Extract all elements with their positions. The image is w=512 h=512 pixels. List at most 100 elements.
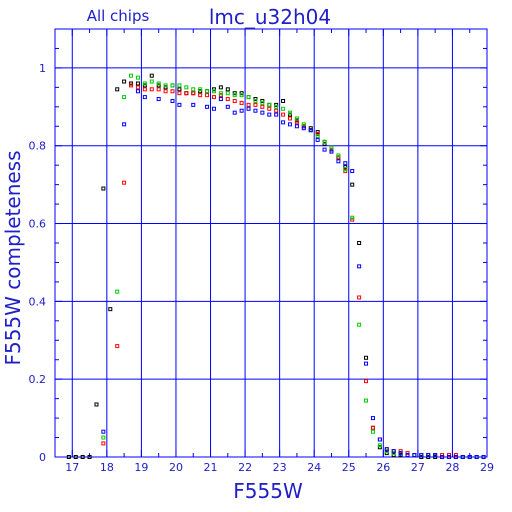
data-point xyxy=(467,455,472,459)
y-tick-label: 0.2 xyxy=(29,373,47,386)
data-point xyxy=(343,161,348,166)
data-point xyxy=(170,83,175,88)
data-point xyxy=(405,453,410,458)
data-point xyxy=(357,295,362,300)
data-point xyxy=(419,453,424,458)
data-point xyxy=(446,455,451,459)
data-point xyxy=(426,453,431,458)
data-point xyxy=(315,134,320,138)
data-point xyxy=(170,98,175,103)
data-point xyxy=(329,149,334,154)
data-point xyxy=(122,180,127,185)
data-point xyxy=(232,98,237,103)
data-point xyxy=(370,425,375,430)
data-point xyxy=(218,91,223,96)
chart-title: lmc_u32h04 xyxy=(209,5,331,29)
data-point xyxy=(205,89,210,94)
data-point xyxy=(267,102,272,107)
data-point xyxy=(129,83,134,88)
data-point xyxy=(370,429,375,434)
data-point xyxy=(177,83,182,88)
data-point xyxy=(239,108,244,113)
data-point xyxy=(163,89,168,94)
data-point xyxy=(101,441,106,446)
data-point xyxy=(170,89,175,94)
data-point xyxy=(267,106,272,111)
data-point xyxy=(336,159,341,164)
data-point xyxy=(294,120,299,125)
data-point xyxy=(370,416,375,421)
data-point xyxy=(101,429,106,434)
y-tick-label: 1 xyxy=(39,62,46,75)
data-point xyxy=(122,122,127,127)
data-point xyxy=(239,93,244,98)
data-point xyxy=(225,87,230,92)
data-point xyxy=(122,95,127,100)
data-point xyxy=(156,97,161,102)
data-point xyxy=(377,437,382,442)
data-point xyxy=(191,87,196,92)
data-point xyxy=(218,97,223,102)
data-point xyxy=(384,447,389,452)
data-point xyxy=(239,100,244,105)
data-point xyxy=(211,106,216,111)
chart-subtitle: All chips xyxy=(87,7,150,25)
data-point xyxy=(211,89,216,94)
data-point xyxy=(281,98,286,103)
data-point xyxy=(343,167,348,172)
data-point xyxy=(274,112,279,117)
x-tick-label: 21 xyxy=(204,461,218,474)
data-point xyxy=(205,93,210,98)
data-point xyxy=(453,455,458,459)
data-point xyxy=(177,102,182,107)
x-tick-label: 27 xyxy=(411,461,425,474)
data-point xyxy=(253,108,258,113)
y-tick-label: 0.6 xyxy=(29,218,47,231)
data-point xyxy=(163,83,168,88)
grid-lines xyxy=(55,29,488,458)
data-point xyxy=(267,112,272,117)
data-point xyxy=(364,379,369,384)
data-point xyxy=(246,106,251,111)
data-point xyxy=(274,104,279,109)
data-point xyxy=(149,79,154,84)
data-point xyxy=(142,87,147,92)
data-point xyxy=(281,112,286,117)
data-point xyxy=(232,110,237,115)
x-tick-label: 25 xyxy=(342,461,356,474)
data-point xyxy=(115,87,120,92)
data-point xyxy=(122,79,127,84)
data-point xyxy=(357,264,362,269)
data-point xyxy=(191,91,196,96)
x-tick-label: 28 xyxy=(445,461,459,474)
data-point xyxy=(288,110,293,115)
data-point xyxy=(198,87,203,92)
data-point xyxy=(225,104,230,109)
data-point xyxy=(142,81,147,86)
data-point xyxy=(135,85,140,90)
x-tick-label: 17 xyxy=(65,461,79,474)
y-tick-label: 0.4 xyxy=(29,295,47,308)
data-point xyxy=(87,455,92,459)
data-point xyxy=(232,93,237,98)
x-tick-label: 18 xyxy=(100,461,114,474)
data-point xyxy=(80,455,85,459)
data-point xyxy=(94,402,99,407)
data-point xyxy=(115,344,120,349)
data-point xyxy=(149,87,154,92)
data-point xyxy=(357,241,362,245)
data-point xyxy=(433,453,438,458)
data-point xyxy=(364,398,369,403)
data-point xyxy=(315,137,320,142)
series-2 xyxy=(101,73,486,459)
data-point xyxy=(301,126,306,131)
data-point xyxy=(460,455,465,459)
data-point xyxy=(364,361,369,366)
data-point xyxy=(156,87,161,92)
data-point xyxy=(177,87,182,92)
data-point xyxy=(260,110,265,115)
x-tick-label: 19 xyxy=(134,461,148,474)
data-point xyxy=(135,89,140,94)
data-point xyxy=(184,85,189,90)
